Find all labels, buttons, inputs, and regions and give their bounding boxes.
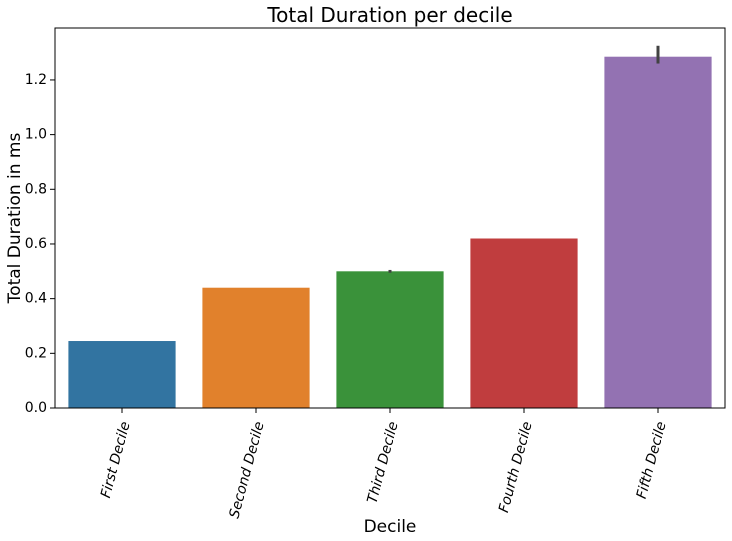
x-tick-label: Second Decile	[227, 420, 268, 520]
bar	[604, 56, 712, 408]
y-tick-label: 0.6	[25, 236, 47, 252]
bar	[336, 271, 444, 408]
x-tick-label: First Decile	[98, 420, 134, 500]
y-tick-label: 0.8	[25, 181, 47, 197]
y-axis: 0.0 0.2 0.4 0.6 0.8 1.0 1.2	[25, 72, 55, 416]
x-tick-label: Fourth Decile	[496, 420, 536, 515]
y-tick-label: 0.4	[25, 291, 47, 307]
y-tick-label: 1.0	[25, 127, 47, 143]
y-tick-label: 0.2	[25, 345, 47, 361]
bars-layer	[68, 56, 712, 408]
y-tick-label: 1.2	[25, 72, 47, 88]
bar	[68, 341, 176, 408]
chart-title: Total Duration per decile	[266, 3, 512, 27]
bar	[202, 287, 310, 408]
x-tick-label: Fifth Decile	[634, 420, 670, 501]
bar	[470, 238, 578, 408]
x-tick-label: Third Decile	[365, 420, 402, 505]
error-bars-layer	[388, 45, 660, 273]
y-axis-label: Total Duration in ms	[5, 133, 25, 305]
y-tick-label: 0.0	[25, 400, 47, 416]
x-axis-label: Decile	[364, 517, 417, 537]
x-axis: First Decile Second Decile Third Decile Fou…	[98, 408, 670, 520]
